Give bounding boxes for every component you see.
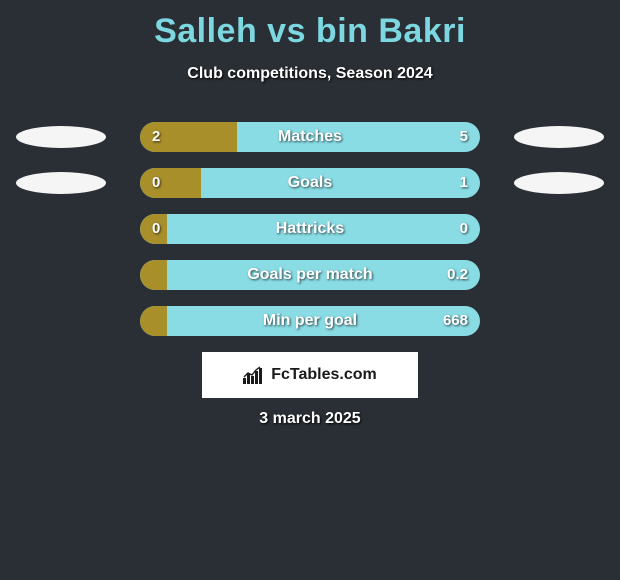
page-title: Salleh vs bin Bakri [0, 0, 620, 51]
stat-row: Goals per match0.2 [0, 258, 620, 292]
subtitle: Club competitions, Season 2024 [0, 65, 620, 83]
player-badge-left [16, 126, 106, 148]
stat-bar-fill [140, 122, 237, 152]
player-badge-left [16, 172, 106, 194]
player-badge-right [514, 172, 604, 194]
stat-rows: Matches25 Goals01 Hattricks00 Goals per mat… [0, 120, 620, 350]
date-text: 3 march 2025 [0, 410, 620, 428]
stat-bar-track [140, 168, 480, 198]
stat-bar-fill [140, 168, 201, 198]
stat-bar-track [140, 122, 480, 152]
stat-bar-track [140, 306, 480, 336]
chart-icon [243, 366, 265, 384]
stat-bar-track [140, 214, 480, 244]
stat-row: Hattricks00 [0, 212, 620, 246]
stat-bar-fill [140, 306, 167, 336]
brand-text: FcTables.com [271, 366, 377, 384]
stat-row: Goals01 [0, 166, 620, 200]
stat-bar-fill [140, 214, 167, 244]
player-badge-right [514, 126, 604, 148]
stat-row: Matches25 [0, 120, 620, 154]
brand-box: FcTables.com [202, 352, 418, 398]
stat-bar-fill [140, 260, 167, 290]
stat-row: Min per goal668 [0, 304, 620, 338]
stat-bar-track [140, 260, 480, 290]
